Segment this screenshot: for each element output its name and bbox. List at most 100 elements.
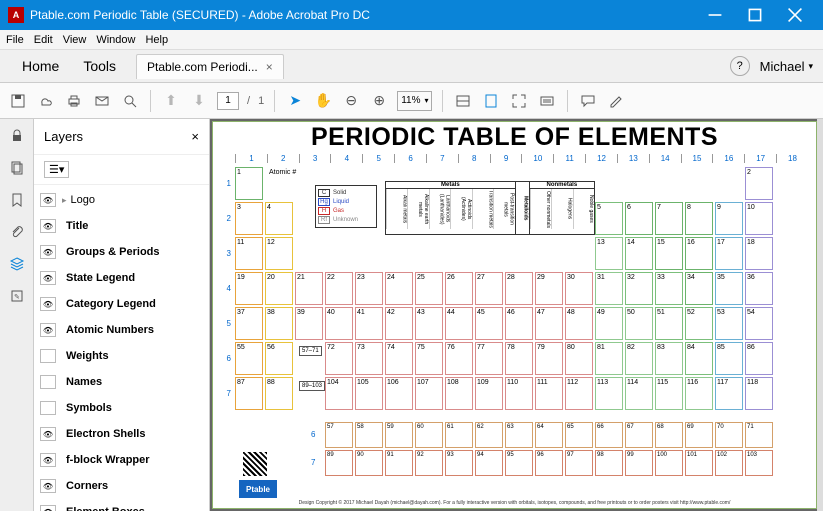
menu-window[interactable]: Window <box>96 34 135 46</box>
maximize-button[interactable] <box>735 0 775 30</box>
layer-item[interactable]: 👁 State Legend <box>34 265 209 291</box>
home-tab[interactable]: Home <box>10 52 71 80</box>
menu-view[interactable]: View <box>63 34 87 46</box>
search-icon[interactable] <box>120 91 140 111</box>
document-viewport[interactable]: PERIODIC TABLE OF ELEMENTS 1234567891011… <box>210 119 823 511</box>
layer-item[interactable]: Names <box>34 369 209 395</box>
visibility-toggle[interactable]: 👁 <box>40 245 56 259</box>
element-cell: 99 <box>625 450 653 476</box>
fullscreen-icon[interactable] <box>509 91 529 111</box>
layer-item[interactable]: 👁Category Legend <box>34 291 209 317</box>
layers-icon[interactable] <box>8 255 26 273</box>
save-icon[interactable] <box>8 91 28 111</box>
visibility-toggle[interactable]: 👁 <box>40 323 56 337</box>
print-icon[interactable] <box>64 91 84 111</box>
visibility-toggle[interactable]: 👁 <box>40 479 56 493</box>
element-cell: 109 <box>475 377 503 410</box>
thumbnails-icon[interactable] <box>8 159 26 177</box>
visibility-toggle[interactable]: 👁 <box>40 193 56 207</box>
element-cell: 82 <box>625 342 653 375</box>
lock-icon[interactable] <box>8 127 26 145</box>
panel-close-icon[interactable]: × <box>191 129 199 144</box>
page-up-icon[interactable]: ⬆ <box>161 91 181 111</box>
layer-item[interactable]: 👁Groups & Periods <box>34 239 209 265</box>
element-cell: 2 <box>745 167 773 200</box>
menu-file[interactable]: File <box>6 34 24 46</box>
hand-icon[interactable]: ✋ <box>313 91 333 111</box>
element-cell: 27 <box>475 272 503 305</box>
visibility-toggle[interactable]: 👁 <box>40 427 56 441</box>
menu-help[interactable]: Help <box>145 34 168 46</box>
layers-options-button[interactable]: ☰▾ <box>44 161 69 178</box>
attachment-icon[interactable] <box>8 223 26 241</box>
fit-width-icon[interactable] <box>453 91 473 111</box>
element-cell: 54 <box>745 307 773 340</box>
layer-item[interactable]: 👁Corners <box>34 473 209 499</box>
fit-page-icon[interactable] <box>481 91 501 111</box>
layer-label: State Legend <box>66 272 135 284</box>
visibility-toggle[interactable] <box>40 401 56 415</box>
visibility-toggle[interactable]: 👁 <box>40 453 56 467</box>
minimize-button[interactable] <box>695 0 735 30</box>
layer-label: Atomic Numbers <box>66 324 154 336</box>
visibility-toggle[interactable]: 👁 <box>40 297 56 311</box>
element-cell: 71 <box>745 422 773 448</box>
layer-item[interactable]: Symbols <box>34 395 209 421</box>
element-cell: 93 <box>445 450 473 476</box>
menu-edit[interactable]: Edit <box>34 34 53 46</box>
row-number: 7 <box>311 458 315 467</box>
col-number: 9 <box>490 154 522 163</box>
layer-item[interactable]: 👁 Atomic Numbers <box>34 317 209 343</box>
visibility-toggle[interactable]: 👁 <box>40 219 56 233</box>
page-number-input[interactable] <box>217 92 239 110</box>
user-menu[interactable]: Michael ▾ <box>760 59 813 74</box>
fblock-placeholder: 57–71 <box>299 346 322 356</box>
comment-icon[interactable] <box>578 91 598 111</box>
layer-item[interactable]: 👁Electron Shells <box>34 421 209 447</box>
vertical-scrollbar[interactable] <box>817 119 823 511</box>
page-down-icon[interactable]: ⬇ <box>189 91 209 111</box>
visibility-toggle[interactable]: 👁 <box>40 271 56 285</box>
layer-item[interactable]: 👁Title <box>34 213 209 239</box>
close-button[interactable] <box>775 0 815 30</box>
visibility-toggle[interactable] <box>40 349 56 363</box>
element-cell: 57 <box>325 422 353 448</box>
col-number: 10 <box>521 154 553 163</box>
visibility-toggle[interactable] <box>40 375 56 389</box>
layers-list[interactable]: 👁▸Logo👁Title👁Groups & Periods👁State Lege… <box>34 185 209 511</box>
visibility-toggle[interactable]: 👁 <box>40 505 56 511</box>
layer-label: Logo <box>71 194 95 206</box>
layer-item[interactable]: Weights <box>34 343 209 369</box>
element-cell: 88 <box>265 377 293 410</box>
zoom-in-icon[interactable]: ⊕ <box>369 91 389 111</box>
pointer-icon[interactable]: ➤ <box>285 91 305 111</box>
layer-item[interactable]: 👁f-block Wrapper <box>34 447 209 473</box>
col-number: 3 <box>299 154 331 163</box>
highlight-icon[interactable] <box>606 91 626 111</box>
signatures-icon[interactable]: ✎ <box>8 287 26 305</box>
state-legend: CSolidHgLiquidHGasRfUnknown <box>315 185 377 228</box>
cloud-icon[interactable] <box>36 91 56 111</box>
element-cell: 41 <box>355 307 383 340</box>
layer-item[interactable]: 👁Element Boxes <box>34 499 209 511</box>
tab-close-icon[interactable]: × <box>266 60 273 74</box>
col-number: 12 <box>585 154 617 163</box>
element-cell: 68 <box>655 422 683 448</box>
element-cell: 66 <box>595 422 623 448</box>
layer-item[interactable]: 👁 ▸ Logo <box>34 187 209 213</box>
bookmark-icon[interactable] <box>8 191 26 209</box>
element-cell: 75 <box>415 342 443 375</box>
read-mode-icon[interactable] <box>537 91 557 111</box>
tree-expand-icon[interactable]: ▸ <box>62 195 67 206</box>
document-tab[interactable]: Ptable.com Periodi... × <box>136 54 284 79</box>
element-cell: 65 <box>565 422 593 448</box>
element-cell: 106 <box>385 377 413 410</box>
zoom-out-icon[interactable]: ⊖ <box>341 91 361 111</box>
help-icon[interactable]: ? <box>730 56 750 76</box>
element-cell: 61 <box>445 422 473 448</box>
zoom-select[interactable]: 11%▾ <box>397 91 432 111</box>
tools-tab[interactable]: Tools <box>71 52 128 80</box>
nav-rail: ✎ <box>0 119 34 511</box>
mail-icon[interactable] <box>92 91 112 111</box>
element-cell: 21 <box>295 272 323 305</box>
